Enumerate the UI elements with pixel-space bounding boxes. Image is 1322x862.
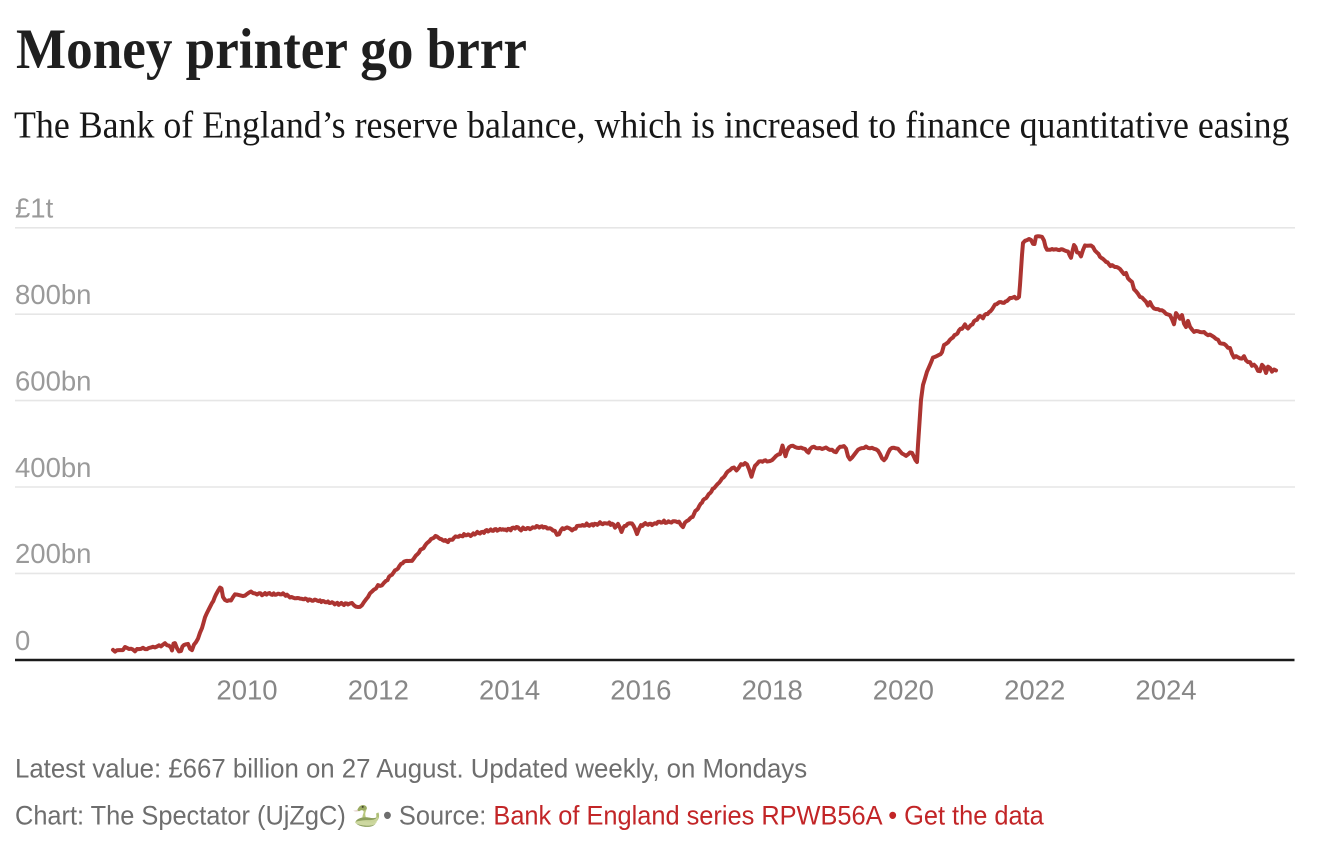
svg-text:Money printer go brrr: Money printer go brrr: [16, 17, 527, 80]
svg-text:800bn: 800bn: [15, 279, 91, 310]
svg-text:200bn: 200bn: [15, 538, 91, 569]
svg-text:£1t: £1t: [15, 193, 54, 224]
svg-text:2010: 2010: [216, 674, 277, 705]
svg-text:2024: 2024: [1135, 674, 1196, 705]
svg-text:2014: 2014: [479, 674, 540, 705]
svg-text:2022: 2022: [1004, 674, 1065, 705]
svg-text:400bn: 400bn: [15, 452, 91, 483]
svg-text:2020: 2020: [873, 674, 934, 705]
svg-text:2016: 2016: [610, 674, 671, 705]
svg-text:Latest value: £667 billion on: Latest value: £667 billion on 27 August.…: [15, 753, 807, 784]
svg-text:Chart: The Spectator (UjZgC): Chart: The Spectator (UjZgC): [15, 800, 346, 831]
svg-text:600bn: 600bn: [15, 365, 91, 396]
svg-text:0: 0: [15, 625, 30, 656]
svg-text:2012: 2012: [348, 674, 409, 705]
svg-text:• Source: Bank of England seri: • Source: Bank of England series RPWB56A…: [383, 800, 1044, 831]
svg-text:2018: 2018: [742, 674, 803, 705]
svg-text:The Bank of England’s reserve: The Bank of England’s reserve balance, w…: [14, 104, 1289, 146]
